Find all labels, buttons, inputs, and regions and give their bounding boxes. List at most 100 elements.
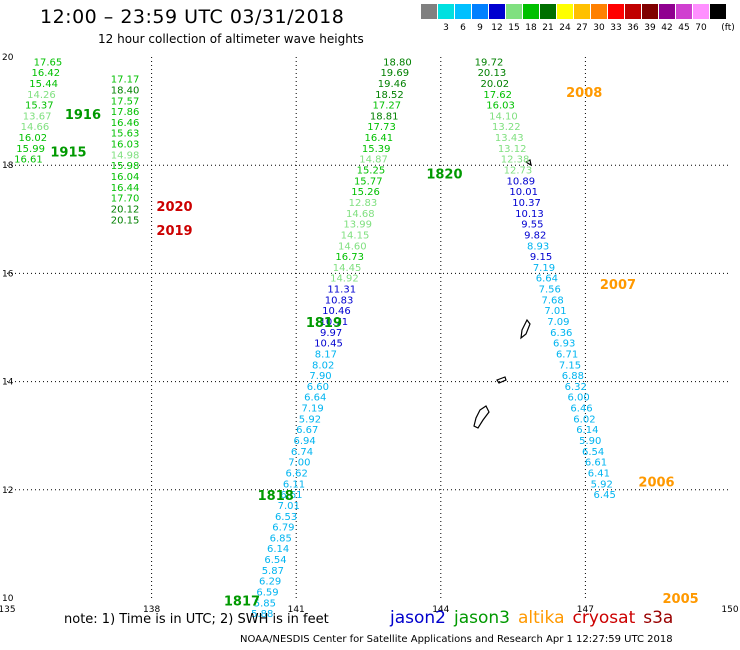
- swh-value: 5.88: [251, 609, 273, 620]
- legend-label: 45: [678, 23, 690, 33]
- swh-value: 17.70: [111, 194, 140, 205]
- swh-value: 19.72: [475, 57, 504, 68]
- swh-value: 6.29: [259, 577, 281, 588]
- swh-value: 17.62: [483, 90, 512, 101]
- swh-value: 8.02: [312, 360, 334, 371]
- legend-label: 3: [443, 23, 449, 33]
- swh-value: 7.09: [547, 317, 569, 328]
- y-tick-label: 18: [2, 161, 14, 171]
- swh-value: 13.67: [23, 111, 52, 122]
- swh-value: 16.03: [486, 101, 515, 112]
- swh-value: 20.02: [480, 79, 509, 90]
- swh-value: 16.41: [365, 133, 394, 144]
- swh-value: 6.02: [573, 414, 595, 425]
- swh-value: 9.55: [521, 220, 543, 231]
- swh-value: 17.27: [372, 101, 401, 112]
- legend-swatch: [540, 4, 556, 19]
- swh-value: 17.65: [34, 57, 63, 68]
- legend-swatch: [523, 4, 539, 19]
- swh-value: 6.88: [562, 371, 584, 382]
- swh-value: 10.46: [322, 306, 351, 317]
- legend-label: 9: [477, 23, 483, 33]
- swh-value: 20.15: [111, 215, 140, 226]
- swh-value: 6.71: [556, 349, 578, 360]
- swh-value: 6.62: [286, 468, 308, 479]
- swh-value: 16.73: [335, 252, 364, 263]
- satellite-name: jason3: [454, 608, 510, 628]
- legend-swatch: [659, 4, 675, 19]
- swh-value: 12.38: [501, 155, 530, 166]
- swh-value: 14.68: [346, 209, 375, 220]
- swh-value: 10.71: [319, 317, 348, 328]
- swh-value: 5.92: [591, 479, 613, 490]
- swh-value: 14.87: [359, 155, 388, 166]
- swh-value: 6.61: [585, 458, 607, 469]
- swh-value: 5.90: [579, 436, 601, 447]
- swh-value: 8.93: [527, 241, 549, 252]
- swh-value: 5.87: [262, 566, 284, 577]
- legend-swatch: [455, 4, 471, 19]
- swh-value: 18.40: [111, 85, 140, 96]
- swh-value: 9.82: [524, 230, 546, 241]
- legend-label: 30: [593, 23, 605, 33]
- swh-value: 14.45: [333, 263, 362, 274]
- swh-value: 10.13: [515, 209, 544, 220]
- x-tick-label: 147: [577, 605, 594, 615]
- swh-value: 16.04: [111, 172, 140, 183]
- track-time-label: 2007: [600, 278, 636, 293]
- swh-value: 7.00: [288, 458, 310, 469]
- swh-value: 8.17: [315, 349, 337, 360]
- swh-value: 16.46: [111, 118, 140, 129]
- legend-label: 15: [508, 23, 520, 33]
- saipan-island: [520, 318, 531, 340]
- swh-value: 7.68: [541, 295, 563, 306]
- island-outlines: [473, 159, 532, 429]
- swh-value: 15.44: [29, 79, 58, 90]
- swh-value: 15.63: [111, 129, 140, 140]
- swh-value: 16.61: [14, 155, 43, 166]
- swh-value: 17.86: [111, 107, 140, 118]
- y-tick-label: 16: [2, 269, 14, 279]
- swh-value: 6.36: [550, 328, 572, 339]
- satellite-legend: jason2 jason3 altika cryosat s3a: [390, 608, 681, 628]
- legend-swatch: [421, 4, 437, 19]
- satellite-name: altika: [518, 608, 565, 628]
- swh-value: 6.67: [296, 425, 318, 436]
- swh-value: 15.26: [351, 187, 380, 198]
- track-time-label: 1820: [426, 167, 462, 182]
- swh-value: 16.44: [111, 183, 140, 194]
- swh-value: 14.92: [330, 274, 359, 285]
- track-time-label: 1819: [306, 316, 342, 331]
- track-time-label: 1915: [50, 146, 86, 161]
- page-title: 12:00 – 23:59 UTC 03/31/2018: [40, 6, 345, 28]
- swh-value: 6.74: [291, 447, 313, 458]
- swh-value: 15.99: [16, 144, 45, 155]
- swh-value: 15.37: [25, 101, 54, 112]
- swh-value: 9.15: [530, 252, 552, 263]
- swh-value: 10.37: [512, 198, 541, 209]
- swh-value: 16.02: [18, 133, 47, 144]
- swh-value: 17.57: [111, 96, 140, 107]
- swh-value: 6.41: [588, 468, 610, 479]
- swh-value: 19.69: [380, 68, 409, 79]
- swh-value: 6.64: [304, 393, 326, 404]
- small-island: [524, 159, 532, 167]
- x-tick-label: 150: [721, 605, 738, 615]
- swh-value: 10.83: [325, 295, 354, 306]
- footnote: note: 1) Time is in UTC; 2) SWH is in fe…: [64, 612, 329, 627]
- legend-swatch: [710, 4, 726, 19]
- track-time-label: 2019: [156, 224, 192, 239]
- values-layer: 17.6516.4215.4414.2615.3713.6714.6616.02…: [14, 57, 616, 620]
- legend-swatch: [625, 4, 641, 19]
- swh-value: 17.73: [367, 122, 396, 133]
- legend-label: 24: [559, 23, 571, 33]
- legend-label: 27: [576, 23, 588, 33]
- swh-value: 16.03: [111, 140, 140, 151]
- swh-value: 10.45: [314, 339, 343, 350]
- swh-value: 6.60: [307, 382, 329, 393]
- swh-value: 17.17: [111, 75, 140, 86]
- swh-value: 13.43: [495, 133, 524, 144]
- swh-value: 13.12: [498, 144, 527, 155]
- credit-line: NOAA/NESDIS Center for Satellite Applica…: [240, 634, 673, 645]
